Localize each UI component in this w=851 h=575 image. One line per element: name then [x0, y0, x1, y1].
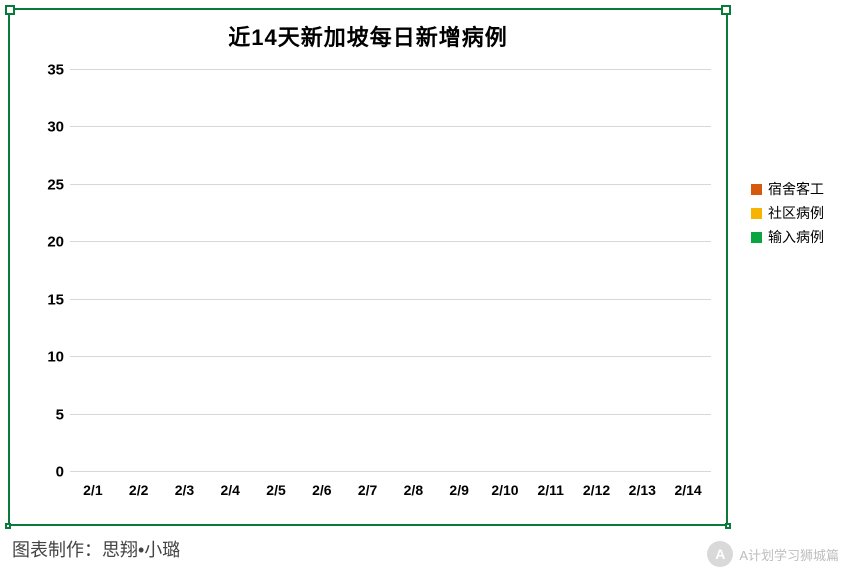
x-axis-label: 2/1	[83, 482, 102, 498]
x-axis-label: 2/8	[404, 482, 423, 498]
legend-label: 宿舍客工	[768, 179, 824, 199]
x-axis-label: 2/12	[583, 482, 610, 498]
x-axis-label: 2/6	[312, 482, 331, 498]
legend-label: 输入病例	[768, 227, 824, 247]
watermark-icon: A	[707, 541, 733, 567]
y-axis-label: 25	[30, 176, 64, 193]
legend-item-dorm: 宿舍客工	[751, 179, 851, 199]
y-axis-label: 15	[30, 291, 64, 308]
legend-item-imported: 输入病例	[751, 227, 851, 247]
y-axis-label: 0	[30, 464, 64, 481]
legend-swatch	[751, 184, 762, 195]
legend-swatch	[751, 232, 762, 243]
x-axis-label: 2/11	[537, 482, 563, 498]
x-axis-label: 2/4	[221, 482, 240, 498]
x-axis-label: 2/14	[674, 482, 701, 498]
legend-label: 社区病例	[768, 203, 824, 223]
x-axis-label: 2/10	[491, 482, 518, 498]
chart-credit: 图表制作：思翔•小璐	[12, 536, 180, 562]
chart-area: 近14天新加坡每日新增病例 292/1192/2182/3222/423112/…	[20, 20, 716, 514]
gridline	[70, 126, 711, 127]
gridline	[70, 414, 711, 415]
x-axis-label: 2/2	[129, 482, 148, 498]
legend-swatch	[751, 208, 762, 219]
y-axis-label: 5	[30, 406, 64, 423]
gridline	[70, 299, 711, 300]
gridline	[70, 69, 711, 70]
plot-region: 292/1192/2182/3222/423112/5262/62312/720…	[70, 70, 711, 472]
x-axis-label: 2/13	[629, 482, 656, 498]
bars-container: 292/1192/2182/3222/423112/5262/62312/720…	[70, 70, 711, 472]
watermark-text: A计划学习狮城篇	[739, 545, 839, 564]
gridline	[70, 356, 711, 357]
gridline	[70, 184, 711, 185]
watermark: A A计划学习狮城篇	[707, 541, 839, 567]
x-axis-label: 2/3	[175, 482, 194, 498]
gridline	[70, 471, 711, 472]
y-axis-label: 20	[30, 234, 64, 251]
chart-frame: 近14天新加坡每日新增病例 292/1192/2182/3222/423112/…	[8, 8, 728, 526]
legend-item-community: 社区病例	[751, 203, 851, 223]
y-axis-label: 30	[30, 119, 64, 136]
y-axis-label: 10	[30, 349, 64, 366]
gridline	[70, 241, 711, 242]
x-axis-label: 2/5	[266, 482, 285, 498]
x-axis-label: 2/9	[449, 482, 468, 498]
chart-title: 近14天新加坡每日新增病例	[20, 20, 716, 52]
y-axis-label: 35	[30, 62, 64, 79]
legend: 宿舍客工社区病例输入病例	[751, 175, 851, 251]
x-axis-label: 2/7	[358, 482, 377, 498]
